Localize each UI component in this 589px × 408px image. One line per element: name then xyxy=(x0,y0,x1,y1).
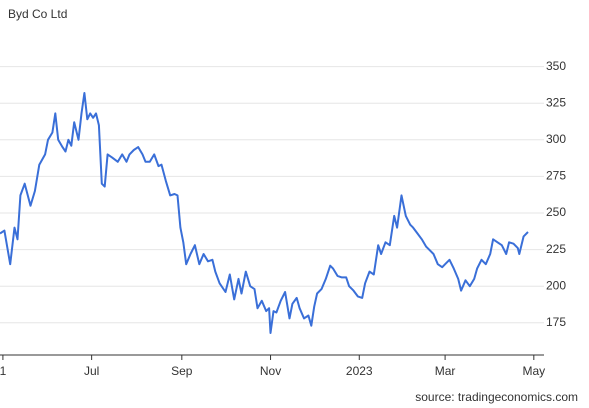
source: source: tradingeconomics.com xyxy=(415,390,578,404)
y-tick-label: 200 xyxy=(546,278,566,292)
chart-title: Byd Co Ltd xyxy=(8,7,67,21)
y-tick-label: 175 xyxy=(546,315,566,329)
x-tick-label: 2023 xyxy=(346,364,373,378)
y-tick-label: 350 xyxy=(546,59,566,73)
y-tick-label: 225 xyxy=(546,242,566,256)
y-tick-label: 300 xyxy=(546,132,566,146)
x-tick-label: 1 xyxy=(0,364,7,378)
x-tick-label: Mar xyxy=(435,364,456,378)
y-tick-label: 275 xyxy=(546,169,566,183)
x-tick-label: Nov xyxy=(260,364,281,378)
y-tick-label: 250 xyxy=(546,205,566,219)
x-tick-label: Jul xyxy=(84,364,99,378)
x-tick-label: May xyxy=(522,364,545,378)
line xyxy=(0,92,529,334)
y-tick-label: 325 xyxy=(546,95,566,109)
x-tick-label: Sep xyxy=(171,364,193,378)
